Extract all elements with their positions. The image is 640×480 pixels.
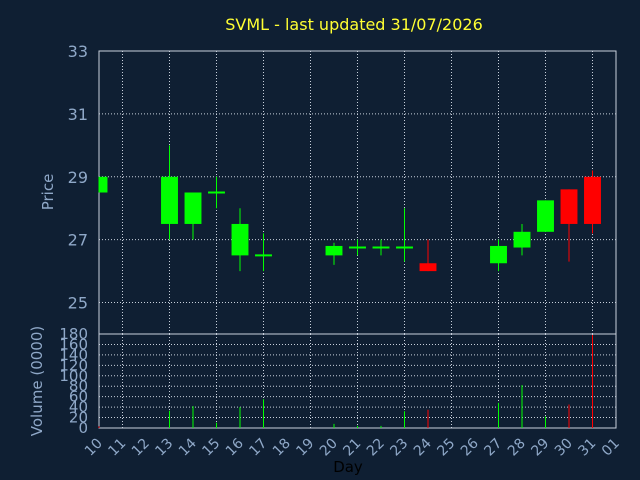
x-tick-label: 18 (270, 436, 294, 460)
price-tick-label: 31 (68, 105, 88, 124)
marks-layer (98, 145, 601, 428)
x-tick-label: 26 (458, 435, 482, 459)
x-tick-label: 17 (246, 436, 270, 460)
candle-body (419, 263, 437, 272)
x-tick-label: 22 (364, 436, 388, 460)
volume-tick-label: 40 (69, 398, 88, 416)
x-tick-label: 28 (505, 436, 529, 460)
x-tick-label: 31 (575, 436, 599, 460)
x-tick-label: 11 (105, 436, 129, 460)
price-tick-label: 29 (68, 168, 88, 187)
x-tick-label: 20 (317, 436, 341, 460)
volume-tick-label: 160 (59, 335, 88, 353)
candle-body (584, 176, 601, 224)
candle-body (161, 176, 178, 224)
x-tick-label: 25 (434, 436, 458, 460)
volume-tick-label: 60 (69, 388, 88, 406)
x-axis-label: Day (333, 458, 363, 476)
volume-tick-label: 100 (59, 367, 88, 385)
volume-tick-label: 20 (69, 409, 88, 427)
x-tick-label: 13 (152, 436, 176, 460)
candle-body (231, 223, 249, 256)
candle-body (537, 200, 554, 232)
candle-body (325, 245, 343, 256)
x-tick-label: 14 (176, 435, 200, 459)
x-tick-label: 01 (599, 436, 623, 460)
candle-body (184, 192, 202, 224)
volume-axis-label: Volume (0000) (28, 326, 46, 436)
x-tick-label: 10 (82, 436, 106, 460)
x-tick-label: 12 (129, 436, 153, 460)
price-tick-label: 33 (68, 42, 88, 61)
x-tick-label: 23 (387, 436, 411, 460)
x-tick-label: 30 (552, 436, 576, 460)
volume-tick-label: 0 (78, 419, 88, 437)
price-axis-label: Price (39, 174, 57, 211)
chart-title: SVML - last updated 31/07/2026 (225, 15, 483, 34)
x-tick-label: 16 (223, 435, 247, 459)
x-tick-label: 15 (199, 436, 223, 460)
grid-layer (98, 50, 617, 429)
x-tick-label: 21 (340, 436, 364, 460)
candle-body (513, 231, 531, 248)
x-tick-label: 29 (528, 436, 552, 460)
volume-tick-label: 180 (59, 325, 88, 343)
volume-panel-frame (98, 333, 617, 429)
volume-tick-label: 140 (59, 346, 88, 364)
x-tick-label: 24 (411, 435, 435, 459)
price-tick-label: 25 (68, 294, 88, 313)
candle-body (99, 176, 108, 193)
price-tick-label: 27 (68, 231, 88, 250)
x-tick-label: 19 (293, 436, 317, 460)
candle-body (490, 245, 507, 264)
volume-tick-label: 120 (59, 356, 88, 374)
x-tick-label: 27 (481, 436, 505, 460)
volume-tick-label: 80 (69, 377, 88, 395)
candle-body (560, 189, 578, 224)
